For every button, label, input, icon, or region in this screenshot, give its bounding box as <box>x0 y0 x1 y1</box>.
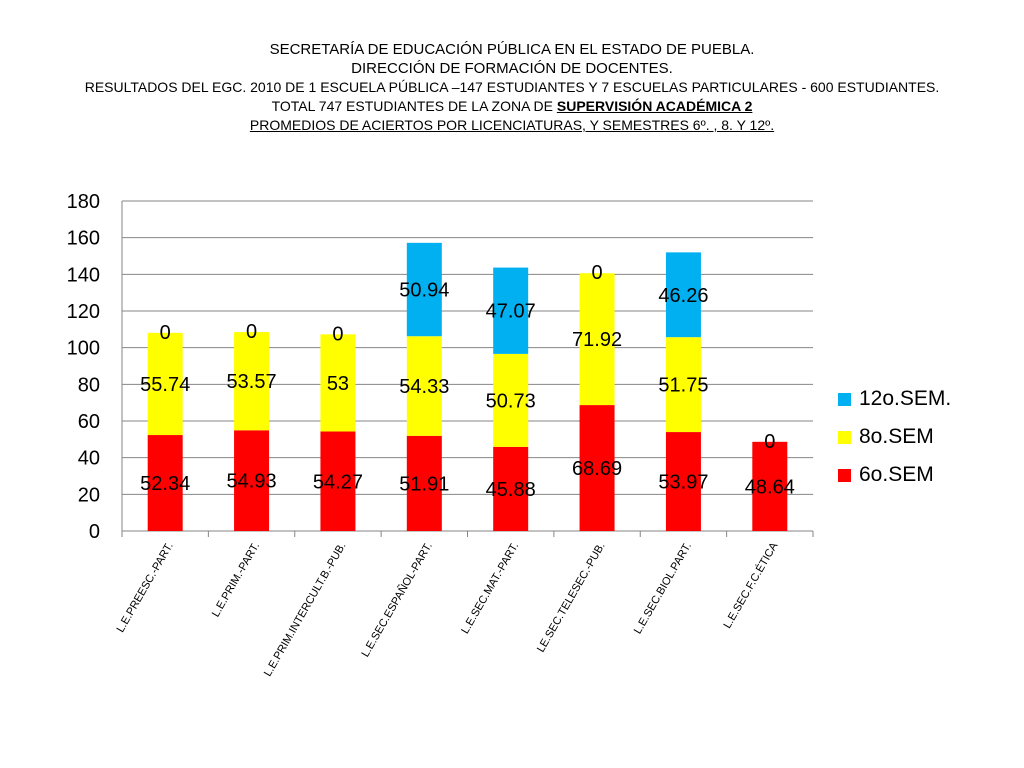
data-label: 46.26 <box>658 285 708 307</box>
y-tick-label: 60 <box>78 411 100 433</box>
bar-segment <box>493 353 529 447</box>
legend-label: 6o.SEM <box>859 463 934 486</box>
data-label: 53.57 <box>227 371 277 393</box>
chart-title: SECRETARÍA DE EDUCACIÓN PÚBLICA EN EL ES… <box>0 40 1024 135</box>
data-label: 55.74 <box>140 374 190 396</box>
x-category-label: L.E.SEC.F.C.ÉTICA <box>721 539 781 630</box>
title-line-4-prefix: TOTAL 747 ESTUDIANTES DE LA ZONA DE <box>271 98 557 114</box>
chart-legend: 12o.SEM. 8o.SEM 6o.SEM <box>838 380 951 494</box>
legend-swatch <box>838 430 851 444</box>
data-label: 68.69 <box>572 458 622 480</box>
x-category-label: LE.SEC.TELESEC.-PUB. <box>535 541 608 655</box>
bar-segment <box>147 435 183 531</box>
y-tick-label: 100 <box>67 338 100 360</box>
legend-label: 12o.SEM. <box>859 387 952 410</box>
bar-segment <box>665 432 701 531</box>
bar-segment <box>320 334 356 432</box>
y-tick-label: 140 <box>67 264 100 286</box>
y-tick-label: 180 <box>67 191 100 213</box>
legend-item: 8o.SEM <box>838 418 951 456</box>
data-label: 0 <box>160 322 171 344</box>
title-line-1: SECRETARÍA DE EDUCACIÓN PÚBLICA EN EL ES… <box>269 41 755 58</box>
x-category-label: L.E.PREESC.-PART. <box>115 541 176 635</box>
data-label: 50.94 <box>399 280 449 302</box>
bar-segment <box>234 430 270 531</box>
y-tick-label: 80 <box>78 374 100 396</box>
legend-item: 6o.SEM <box>838 456 951 494</box>
legend-label: 8o.SEM <box>859 425 934 448</box>
x-category-label: L.E.PRIM.-PART. <box>210 541 262 620</box>
x-category-label: L.E.SEC.BIOL.PART. <box>632 541 694 637</box>
bar-segment <box>665 337 701 433</box>
y-tick-label: 120 <box>67 301 100 323</box>
data-label: 51.75 <box>658 375 708 397</box>
bar-segment <box>147 332 183 436</box>
title-line-3: RESULTADOS DEL EGC. 2010 DE 1 ESCUELA PÚ… <box>84 79 940 95</box>
legend-item: 12o.SEM. <box>838 380 951 418</box>
y-tick-label: 20 <box>78 484 100 506</box>
bar-segment <box>320 431 356 531</box>
data-label: 0 <box>332 323 343 345</box>
title-line-4: TOTAL 747 ESTUDIANTES DE LA ZONA DE SUPE… <box>0 97 1024 116</box>
title-line-2: DIRECCIÓN DE FORMACIÓN DE DOCENTES. <box>351 60 673 77</box>
bar-segment <box>406 242 442 337</box>
y-tick-label: 0 <box>89 521 100 543</box>
x-category-label: L.E.SEC.ESPAÑOL-PART. <box>359 540 435 659</box>
title-line-5: PROMEDIOS DE ACIERTOS POR LICENCIATURAS,… <box>249 117 775 133</box>
x-category-label: L.E.SEC.MAT.-PART. <box>459 541 521 636</box>
x-category-label: L.E.PRIM.INTERCULT.B.-PUB. <box>262 541 349 679</box>
bar-segment <box>752 441 788 531</box>
data-label: 0 <box>764 431 775 453</box>
data-label: 48.64 <box>745 476 795 498</box>
data-label: 0 <box>592 262 603 284</box>
data-label: 47.07 <box>486 301 536 323</box>
legend-swatch <box>838 468 851 482</box>
data-label: 45.88 <box>486 479 536 501</box>
bar-segment <box>406 435 442 531</box>
bar-segment <box>493 267 529 354</box>
data-label: 52.34 <box>140 473 190 495</box>
bar-segment <box>406 336 442 436</box>
title-line-4-bold: SUPERVISIÓN ACADÉMICA 2 <box>556 98 753 114</box>
data-label: 71.92 <box>572 329 622 351</box>
data-label: 0 <box>246 321 257 343</box>
bar-segment <box>665 252 701 338</box>
data-label: 50.73 <box>486 390 536 412</box>
y-tick-label: 40 <box>78 448 100 470</box>
bar-segment <box>234 332 270 431</box>
data-label: 54.93 <box>227 471 277 493</box>
data-label: 53.97 <box>658 472 708 494</box>
data-label: 53 <box>327 373 349 395</box>
y-tick-label: 160 <box>67 228 100 250</box>
legend-swatch <box>838 392 851 406</box>
data-label: 51.91 <box>399 473 449 495</box>
data-label: 54.33 <box>399 376 449 398</box>
data-label: 54.27 <box>313 471 363 493</box>
bar-segment <box>579 405 615 531</box>
bar-segment <box>579 273 615 406</box>
bar-segment <box>493 446 529 531</box>
